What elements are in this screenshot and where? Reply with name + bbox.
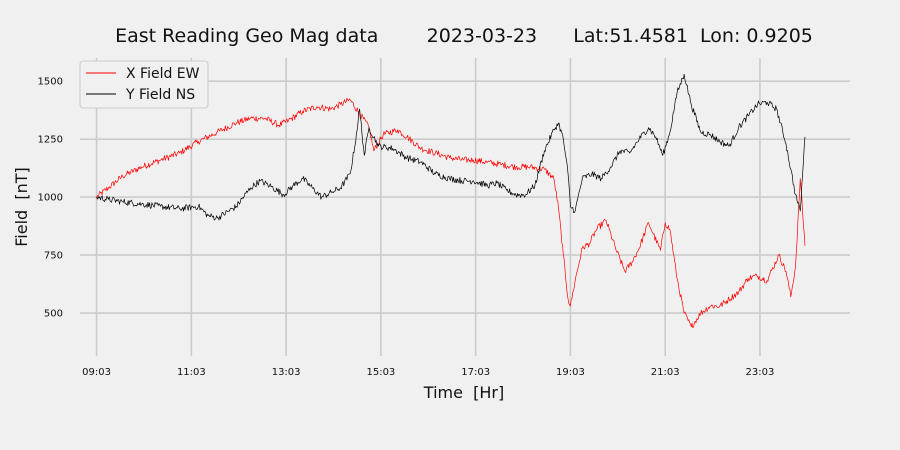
x-tick-label: 23:03 bbox=[746, 367, 775, 378]
chart-title: East Reading Geo Mag data 2023-03-23 Lat… bbox=[115, 25, 813, 47]
x-tick-label: 21:03 bbox=[651, 367, 680, 378]
series-lines bbox=[96, 73, 806, 329]
y-tick-label: 1250 bbox=[38, 135, 63, 146]
y-tick-label: 500 bbox=[44, 309, 63, 320]
series-line-x-field bbox=[96, 97, 806, 329]
y-tick-label: 1000 bbox=[38, 193, 63, 204]
legend-label-x-field: X Field EW bbox=[126, 66, 200, 82]
y-tick-label: 750 bbox=[44, 251, 63, 262]
x-tick-label: 09:03 bbox=[82, 367, 111, 378]
legend: X Field EW Y Field NS bbox=[79, 60, 209, 109]
legend-label-y-field: Y Field NS bbox=[125, 87, 195, 103]
x-tick-label: 17:03 bbox=[461, 367, 490, 378]
series-line-y-field bbox=[96, 73, 806, 221]
x-tick-labels: 09:03 11:03 13:03 15:03 17:03 19:03 21:03 23:03 bbox=[82, 367, 774, 378]
x-tick-label: 19:03 bbox=[556, 367, 585, 378]
y-axis-label: Field [nT] bbox=[12, 167, 31, 247]
y-tick-labels: 500 750 1000 1250 1500 bbox=[38, 77, 63, 320]
x-axis-label: Time [Hr] bbox=[423, 383, 504, 402]
x-tick-label: 15:03 bbox=[366, 367, 395, 378]
x-tick-label: 13:03 bbox=[272, 367, 301, 378]
y-tick-label: 1500 bbox=[38, 77, 63, 88]
x-tick-label: 11:03 bbox=[177, 367, 206, 378]
